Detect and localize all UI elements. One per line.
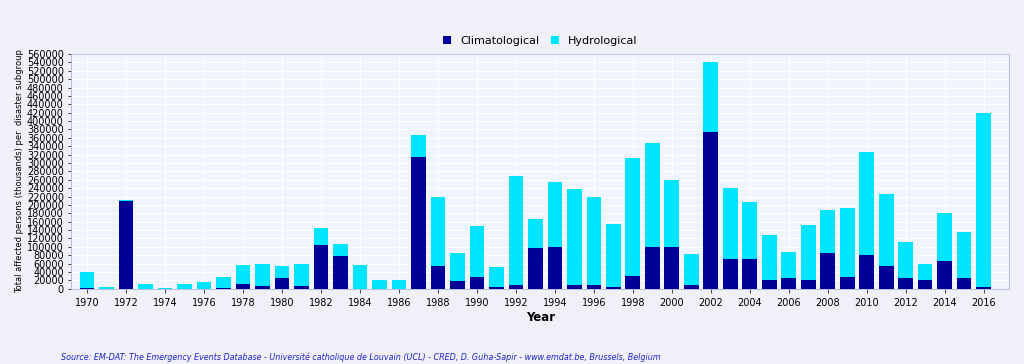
Bar <box>587 285 601 289</box>
Bar <box>80 272 94 288</box>
Bar <box>645 143 659 247</box>
Bar <box>762 236 776 280</box>
Bar <box>80 288 94 289</box>
Bar <box>801 280 815 289</box>
Text: Source: EM-DAT: The Emergency Events Database - Université catholique de Louvain: Source: EM-DAT: The Emergency Events Dat… <box>61 353 662 362</box>
Bar <box>119 201 133 289</box>
Bar <box>451 281 465 289</box>
Bar <box>274 266 289 278</box>
Bar <box>372 280 387 289</box>
X-axis label: Year: Year <box>525 310 555 324</box>
Bar <box>158 288 172 289</box>
Bar <box>489 286 504 289</box>
Bar <box>567 285 582 289</box>
Bar <box>723 260 737 289</box>
Bar <box>587 197 601 285</box>
Bar <box>197 282 211 289</box>
Bar <box>898 278 913 289</box>
Bar <box>138 284 153 289</box>
Bar <box>703 131 718 289</box>
Bar <box>703 62 718 131</box>
Bar <box>255 286 269 289</box>
Bar <box>430 197 445 266</box>
Bar <box>976 286 991 289</box>
Bar <box>528 219 543 248</box>
Bar <box>548 182 562 247</box>
Bar <box>742 202 757 260</box>
Bar <box>665 180 679 247</box>
Bar <box>216 277 230 288</box>
Bar <box>294 264 309 286</box>
Bar <box>313 245 329 289</box>
Bar <box>937 261 952 289</box>
Bar <box>801 225 815 280</box>
Bar <box>606 224 621 287</box>
Bar <box>411 135 426 157</box>
Bar <box>937 213 952 261</box>
Bar <box>313 228 329 245</box>
Bar <box>119 200 133 201</box>
Bar <box>956 232 972 278</box>
Bar <box>177 284 191 289</box>
Bar <box>781 252 796 278</box>
Bar <box>665 247 679 289</box>
Bar <box>548 247 562 289</box>
Bar <box>294 286 309 289</box>
Bar <box>509 285 523 289</box>
Bar <box>567 189 582 285</box>
Bar <box>470 277 484 289</box>
Bar <box>626 276 640 289</box>
Legend: Climatological, Hydrological: Climatological, Hydrological <box>438 31 642 50</box>
Bar <box>626 158 640 276</box>
Bar <box>216 288 230 289</box>
Bar <box>723 188 737 260</box>
Bar <box>236 265 250 284</box>
Bar <box>742 260 757 289</box>
Bar <box>352 265 368 289</box>
Bar <box>489 267 504 286</box>
Bar <box>274 278 289 289</box>
Bar <box>762 280 776 289</box>
Bar <box>333 244 348 256</box>
Bar <box>684 254 698 285</box>
Bar <box>451 253 465 281</box>
Bar <box>99 287 114 289</box>
Bar <box>528 248 543 289</box>
Bar <box>255 264 269 286</box>
Bar <box>840 277 854 289</box>
Bar <box>781 278 796 289</box>
Bar <box>236 284 250 289</box>
Bar <box>606 287 621 289</box>
Bar <box>470 226 484 277</box>
Bar <box>859 255 874 289</box>
Bar <box>820 253 835 289</box>
Bar <box>879 266 894 289</box>
Bar <box>411 157 426 289</box>
Bar <box>840 208 854 277</box>
Bar <box>645 247 659 289</box>
Bar <box>430 266 445 289</box>
Bar <box>333 256 348 289</box>
Bar <box>918 280 933 289</box>
Bar <box>820 210 835 253</box>
Bar <box>976 113 991 286</box>
Y-axis label: Total affected persons (thousands) per  disaster subgroup: Total affected persons (thousands) per d… <box>15 50 24 293</box>
Bar <box>391 280 407 289</box>
Bar <box>879 194 894 266</box>
Bar <box>956 278 972 289</box>
Bar <box>898 242 913 278</box>
Bar <box>684 285 698 289</box>
Bar <box>859 152 874 255</box>
Bar <box>509 177 523 285</box>
Bar <box>918 264 933 280</box>
